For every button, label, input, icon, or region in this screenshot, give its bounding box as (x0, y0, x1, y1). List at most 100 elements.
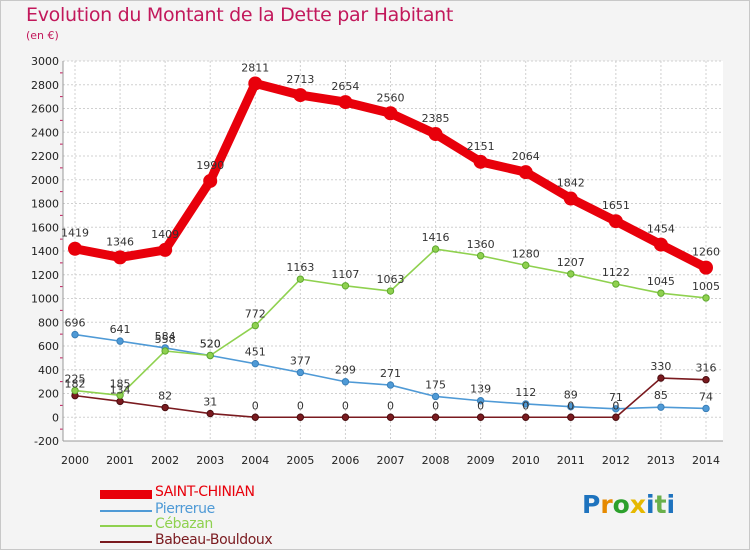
y-tick-label: 1200 (31, 269, 59, 282)
logo-letter: i (666, 490, 676, 519)
data-point-2 (431, 245, 440, 253)
data-label: 1280 (512, 247, 540, 260)
legend-swatch (100, 525, 152, 527)
data-label: 271 (380, 367, 401, 380)
y-tick-label: 2800 (31, 79, 59, 92)
data-label: 558 (155, 333, 176, 346)
legend-label: Babeau-Bouldoux (155, 532, 273, 548)
logo-letter: r (600, 490, 613, 519)
data-label: 2064 (512, 150, 540, 163)
data-point-2 (657, 289, 665, 297)
data-label: 772 (245, 308, 266, 321)
data-point-1 (657, 403, 665, 411)
y-tick-label: 1600 (31, 221, 59, 234)
data-point-0 (608, 214, 623, 229)
data-point-2 (702, 294, 710, 302)
data-label: 584 (155, 330, 176, 343)
x-tick-label: 2001 (106, 454, 134, 467)
data-label: 316 (696, 362, 717, 375)
data-label: 1107 (331, 268, 359, 281)
data-point-3 (341, 413, 350, 421)
x-tick-label: 2011 (557, 454, 585, 467)
y-tick-label: 600 (38, 340, 59, 353)
data-point-3 (476, 413, 485, 421)
data-point-2 (341, 282, 350, 290)
data-point-1 (612, 405, 620, 413)
data-label: 1122 (602, 266, 630, 279)
y-tick-label: 200 (38, 388, 59, 401)
data-label: 2654 (331, 80, 359, 93)
y-tick-label: 0 (52, 411, 59, 424)
data-point-0 (113, 250, 128, 265)
y-tick-label: 2600 (31, 103, 59, 116)
data-label: 0 (567, 399, 574, 412)
data-point-3 (612, 413, 620, 421)
data-point-2 (161, 347, 169, 355)
legend-label: SAINT-CHINIAN (155, 484, 255, 500)
logo-letter: P (582, 490, 601, 519)
data-point-0 (653, 237, 668, 252)
data-point-2 (116, 391, 124, 399)
data-point-1 (476, 397, 485, 405)
x-tick-label: 2000 (61, 454, 89, 467)
data-point-3 (161, 403, 169, 412)
data-point-3 (296, 413, 305, 421)
data-label: 85 (654, 389, 668, 402)
data-point-2 (296, 275, 305, 283)
data-point-1 (431, 392, 440, 401)
data-point-3 (522, 413, 530, 421)
y-tick-label: 1400 (31, 245, 59, 258)
data-label: 0 (522, 399, 529, 412)
data-point-2 (612, 280, 620, 288)
data-point-3 (657, 374, 665, 382)
data-point-1 (251, 359, 259, 368)
x-tick-label: 2012 (602, 454, 630, 467)
y-tick-label: 400 (38, 364, 59, 377)
data-point-0 (699, 260, 713, 275)
data-point-0 (203, 173, 218, 188)
data-label: 1260 (692, 246, 720, 259)
legend-swatch (100, 510, 152, 512)
data-point-1 (702, 404, 710, 413)
data-point-0 (473, 154, 488, 169)
x-tick-label: 2004 (241, 454, 269, 467)
data-point-1 (341, 378, 350, 386)
data-label: 0 (297, 399, 304, 412)
y-tick-label: 3000 (31, 55, 59, 68)
data-point-0 (563, 191, 578, 206)
data-label: 1360 (467, 238, 495, 251)
data-point-0 (293, 88, 308, 103)
x-tick-label: 2005 (286, 454, 314, 467)
data-label: 0 (342, 399, 349, 412)
data-label: 134 (110, 383, 131, 396)
logo-letter: x (629, 490, 646, 519)
legend-swatch (100, 541, 152, 543)
data-point-3 (206, 409, 214, 418)
data-point-0 (248, 76, 263, 91)
data-point-2 (386, 287, 395, 295)
data-label: 1454 (647, 223, 675, 236)
data-label: 0 (252, 399, 259, 412)
data-label: 641 (110, 323, 131, 336)
data-label: 31 (203, 396, 217, 409)
data-point-2 (251, 321, 259, 330)
data-point-0 (338, 95, 353, 110)
data-label: 0 (432, 399, 439, 412)
y-tick-label: 800 (38, 316, 59, 329)
data-label: 1346 (106, 235, 134, 248)
y-tick-label: 2200 (31, 150, 59, 163)
data-point-2 (522, 261, 530, 269)
data-point-3 (116, 397, 124, 406)
data-point-0 (383, 106, 398, 121)
data-point-3 (702, 376, 710, 384)
x-tick-label: 2003 (196, 454, 224, 467)
x-tick-label: 2010 (512, 454, 540, 467)
data-point-2 (567, 270, 575, 278)
data-point-3 (567, 413, 575, 421)
x-tick-label: 2002 (151, 454, 179, 467)
data-label: 520 (200, 338, 221, 351)
data-label: 2560 (377, 91, 405, 104)
data-point-3 (251, 413, 259, 421)
x-tick-label: 2009 (467, 454, 495, 467)
